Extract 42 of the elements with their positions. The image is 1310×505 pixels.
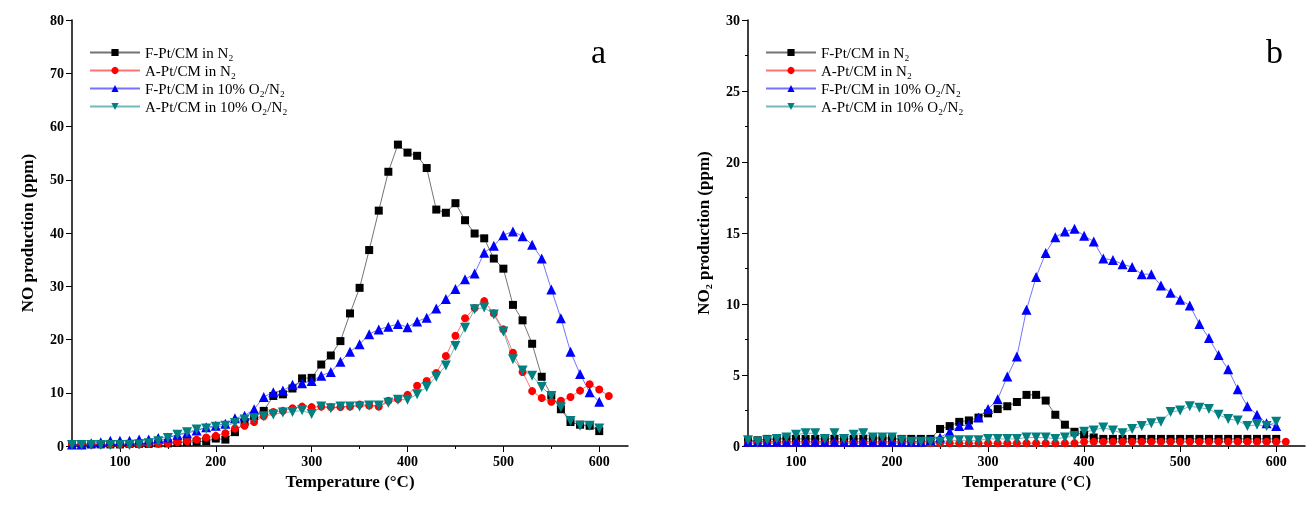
x-axis-title: Temperature (°C) <box>961 471 1092 491</box>
y-tick-label: 60 <box>50 119 64 134</box>
legend-label: A-Pt/CM in N₂ <box>145 62 237 79</box>
y-tick-label: 30 <box>726 12 740 28</box>
y-tick-label: 10 <box>50 385 64 401</box>
y-tick-label: 50 <box>50 172 64 188</box>
x-tick-label: 500 <box>492 453 514 469</box>
x-tick-label: 600 <box>588 453 610 469</box>
x-tick-label: 300 <box>301 453 323 469</box>
y-tick-label: 80 <box>50 12 64 28</box>
y-tick-label: 10 <box>726 296 740 312</box>
legend-label: F-Pt/CM in N₂ <box>145 44 234 61</box>
legend-label: F-Pt/CM in N₂ <box>821 44 910 61</box>
legend-label: A-Pt/CM in N₂ <box>821 62 913 79</box>
x-tick-label: 200 <box>205 453 227 469</box>
y-tick-label: 20 <box>50 332 64 347</box>
x-tick-label: 100 <box>785 453 807 469</box>
y-tick-label: 40 <box>50 225 64 241</box>
y-tick-label: 70 <box>50 65 64 81</box>
x-tick-label: 400 <box>397 453 419 469</box>
y-axis-title: NO production (ppm) <box>18 153 37 313</box>
annotation: b <box>1266 32 1283 70</box>
y-axis-title: NO₂ production (ppm) <box>694 151 713 315</box>
y-tick-label: 30 <box>50 278 64 294</box>
legend-label: F-Pt/CM in 10% O₂/N₂ <box>821 80 962 97</box>
y-tick-label: 0 <box>57 438 64 454</box>
x-tick-label: 500 <box>1169 453 1191 469</box>
y-tick-label: 20 <box>726 154 740 170</box>
y-tick-label: 15 <box>726 225 740 241</box>
legend-label: A-Pt/CM in 10% O₂/N₂ <box>145 98 288 115</box>
y-tick-label: 5 <box>733 367 740 383</box>
x-axis-title: Temperature (°C) <box>285 471 415 491</box>
y-tick-label: 0 <box>733 438 740 454</box>
x-tick-label: 100 <box>109 453 131 469</box>
annotation: a <box>590 32 606 70</box>
x-tick-label: 200 <box>881 453 903 469</box>
y-tick-label: 25 <box>726 83 740 99</box>
legend-label: F-Pt/CM in 10% O₂/N₂ <box>145 80 286 97</box>
legend-label: A-Pt/CM in 10% O₂/N₂ <box>821 98 964 115</box>
x-tick-label: 600 <box>1265 453 1287 469</box>
x-tick-label: 300 <box>977 453 999 469</box>
x-tick-label: 400 <box>1073 453 1095 469</box>
